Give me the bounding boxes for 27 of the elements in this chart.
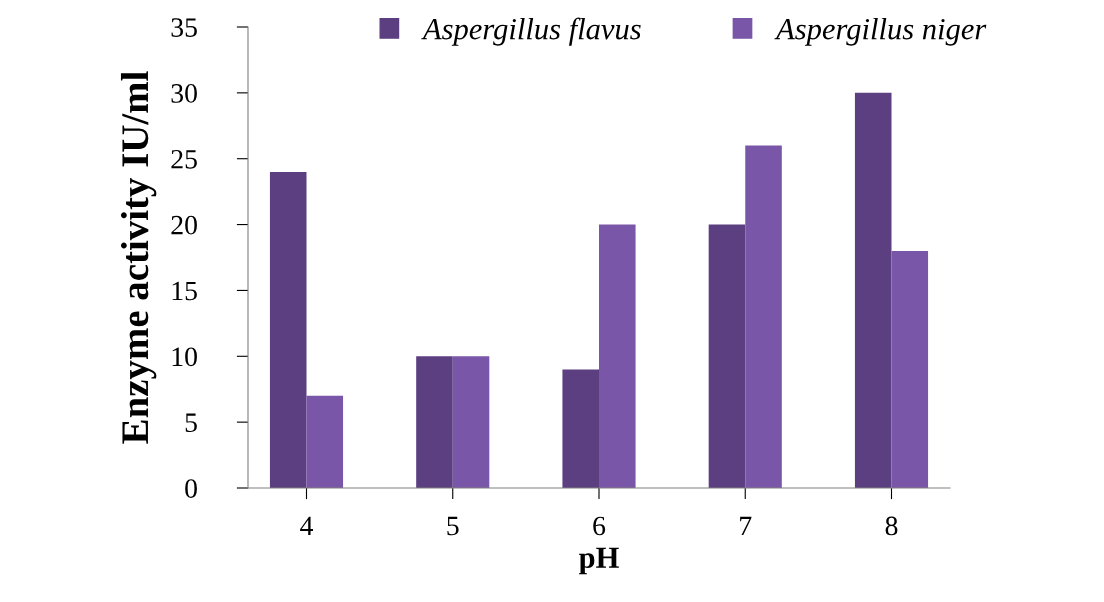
bar (269, 171, 307, 488)
legend-label: Aspergillus niger (774, 17, 987, 46)
bar (891, 250, 929, 488)
bar (745, 145, 782, 488)
x-axis-title: pH (579, 547, 619, 575)
bar (854, 92, 892, 488)
y-tick-label: 5 (185, 413, 197, 433)
bar (708, 224, 746, 488)
bar (306, 395, 344, 488)
y-tick-label: 30 (171, 84, 197, 103)
bar (562, 369, 599, 488)
x-tick-label: 7 (740, 516, 752, 536)
y-tick-label: 20 (171, 215, 197, 235)
y-tick-label: 0 (185, 479, 197, 498)
bar (416, 356, 453, 488)
bar (599, 224, 636, 488)
x-tick-label: 4 (300, 516, 314, 536)
y-tick-label: 35 (171, 18, 197, 37)
x-tick-label: 6 (593, 516, 606, 536)
x-tick-label: 8 (885, 516, 898, 536)
y-axis-title: Enzyme activity IU/ml (120, 71, 157, 444)
y-tick-label: 10 (172, 347, 197, 367)
x-tick-label: 5 (447, 516, 459, 536)
y-tick-label: 15 (172, 281, 197, 301)
legend-label: Aspergillus flavus (421, 17, 641, 46)
y-tick-label: 25 (171, 149, 197, 169)
bar (452, 356, 490, 488)
